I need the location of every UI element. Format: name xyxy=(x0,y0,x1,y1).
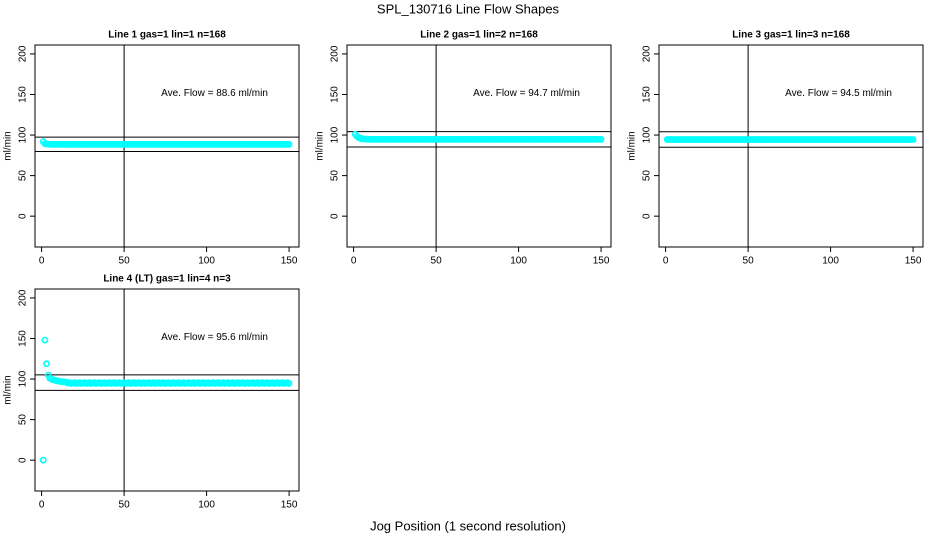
plot-frame xyxy=(658,44,924,248)
plot-frame xyxy=(34,44,300,248)
x-tick-label: 100 xyxy=(198,256,215,267)
x-tick-label: 100 xyxy=(510,256,527,267)
y-tick-label: 100 xyxy=(642,126,653,143)
y-tick-label: 0 xyxy=(18,213,29,219)
point xyxy=(909,136,917,143)
annotation: Ave. Flow = 94.5 ml/min xyxy=(785,88,892,99)
x-axis-label: Jog Position (1 second resolution) xyxy=(370,518,566,533)
annotation: Ave. Flow = 88.6 ml/min xyxy=(161,88,268,99)
y-axis-label: ml/min xyxy=(315,131,326,160)
main-title: SPL_130716 Line Flow Shapes xyxy=(377,1,560,16)
point xyxy=(285,140,293,148)
y-tick-label: 0 xyxy=(18,457,29,463)
x-tick-label: 0 xyxy=(39,256,45,267)
plot-frame xyxy=(346,44,612,248)
annotation: Ave. Flow = 94.7 ml/min xyxy=(473,88,580,99)
y-tick-label: 200 xyxy=(18,45,29,62)
panel-title: Line 1 gas=1 lin=1 n=168 xyxy=(108,30,226,41)
x-tick-label: 150 xyxy=(593,256,610,267)
x-tick-label: 0 xyxy=(663,256,669,267)
x-tick-label: 150 xyxy=(281,256,298,267)
x-tick-label: 100 xyxy=(198,500,215,511)
x-tick-label: 150 xyxy=(281,500,298,511)
y-axis-label: ml/min xyxy=(3,375,14,404)
plot-frame xyxy=(34,288,300,492)
x-tick-label: 50 xyxy=(119,500,131,511)
y-tick-label: 200 xyxy=(18,289,29,306)
y-tick-label: 100 xyxy=(330,126,341,143)
y-tick-label: 50 xyxy=(330,170,341,182)
y-tick-label: 50 xyxy=(18,414,29,426)
x-tick-label: 150 xyxy=(905,256,922,267)
annotation: Ave. Flow = 95.6 ml/min xyxy=(161,332,268,343)
y-tick-label: 150 xyxy=(642,86,653,103)
point xyxy=(39,456,47,464)
y-tick-label: 150 xyxy=(18,330,29,347)
y-axis-label: ml/min xyxy=(627,131,638,160)
x-tick-label: 50 xyxy=(743,256,755,267)
point xyxy=(285,380,293,387)
x-tick-label: 50 xyxy=(431,256,443,267)
point xyxy=(43,360,50,368)
y-tick-label: 100 xyxy=(18,370,29,387)
point xyxy=(597,135,605,143)
y-tick-label: 150 xyxy=(330,86,341,103)
y-axis-label: ml/min xyxy=(3,131,14,160)
y-tick-label: 100 xyxy=(18,126,29,143)
x-tick-label: 0 xyxy=(351,256,357,267)
x-tick-label: 50 xyxy=(119,256,131,267)
panel-title: Line 3 gas=1 lin=3 n=168 xyxy=(732,30,850,41)
point xyxy=(41,336,49,344)
x-tick-label: 0 xyxy=(39,500,45,511)
y-tick-label: 200 xyxy=(330,45,341,62)
panel-title: Line 2 gas=1 lin=2 n=168 xyxy=(420,30,538,41)
y-tick-label: 50 xyxy=(18,170,29,182)
x-tick-label: 100 xyxy=(822,256,839,267)
y-tick-label: 0 xyxy=(642,213,653,219)
y-tick-label: 200 xyxy=(642,45,653,62)
y-tick-label: 0 xyxy=(330,213,341,219)
y-tick-label: 150 xyxy=(18,86,29,103)
panel-title: Line 4 (LT) gas=1 lin=4 n=3 xyxy=(103,274,231,285)
y-tick-label: 50 xyxy=(642,170,653,182)
